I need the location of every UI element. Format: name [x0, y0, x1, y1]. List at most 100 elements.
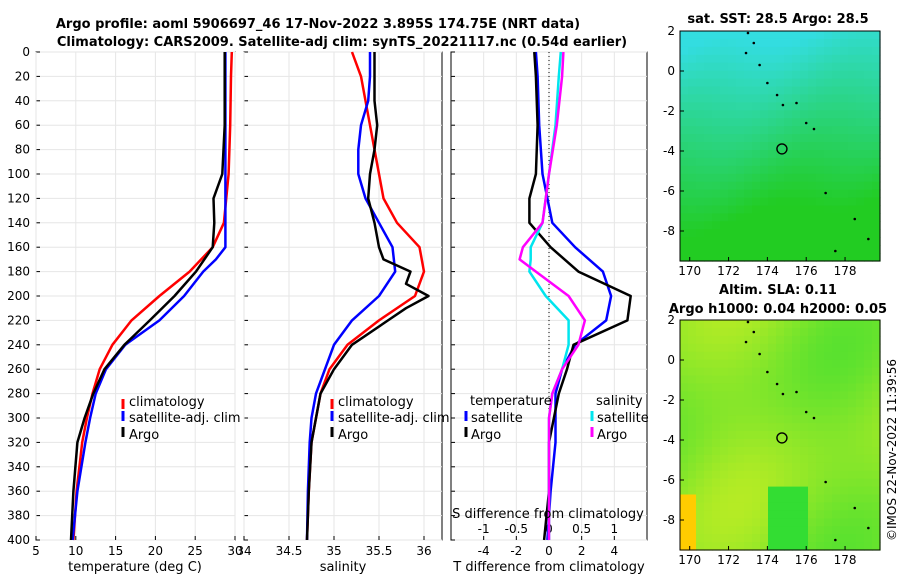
map-cell: [848, 70, 857, 80]
map-cell: [688, 213, 697, 222]
map-cell: [720, 245, 729, 254]
x-tick-label: -4: [478, 544, 490, 558]
map-cell: [744, 383, 753, 392]
map-cell: [824, 78, 833, 88]
map-cell: [872, 383, 881, 392]
map-cell: [736, 439, 745, 448]
map-cell: [872, 439, 881, 448]
map-cell: [832, 534, 841, 543]
map-cell: [816, 375, 825, 384]
map-cell: [808, 383, 817, 392]
map-cell: [784, 54, 793, 64]
map-cell: [768, 221, 777, 230]
map-cell: [728, 54, 737, 64]
map-cell: [848, 446, 857, 456]
map-cell: [832, 126, 841, 135]
sla-map-title-line2: Argo h1000: 0.04 h2000: 0.05: [669, 302, 887, 317]
map-cell: [840, 478, 849, 488]
map-cell: [720, 31, 729, 40]
map-cell: [832, 142, 841, 151]
map-cell: [728, 359, 737, 369]
map-cell: [680, 229, 689, 238]
map-cell: [704, 320, 713, 329]
map-cell: [800, 510, 809, 519]
map-cell: [704, 189, 713, 199]
map-cell: [832, 157, 841, 167]
map-cell: [872, 375, 881, 384]
map-cell: [864, 54, 873, 64]
map-cell: [792, 173, 801, 183]
legend-label-argo: Argo: [129, 428, 159, 443]
map-cell: [736, 478, 745, 488]
map-cell: [856, 31, 865, 40]
map-cell: [816, 486, 825, 496]
map-cell: [704, 526, 713, 535]
map-y-tick-label: 0: [667, 353, 675, 367]
map-cell: [848, 486, 857, 496]
map-cell: [712, 343, 721, 353]
map-cell: [808, 534, 817, 543]
map-cell: [800, 229, 809, 238]
map-cell: [816, 205, 825, 214]
map-cell: [680, 542, 689, 551]
map-cell: [840, 221, 849, 230]
map-cell: [872, 431, 881, 440]
map-cell: [688, 454, 697, 464]
map-cell: [872, 78, 881, 88]
map-cell: [752, 375, 761, 384]
map-cell: [816, 245, 825, 254]
map-cell: [728, 165, 737, 175]
map-cell: [720, 197, 729, 207]
map-cell: [728, 439, 737, 448]
map-cell: [752, 415, 761, 424]
map-cell: [696, 439, 705, 448]
map-cell: [768, 189, 777, 199]
map-cell: [808, 70, 817, 80]
map-cell: [728, 399, 737, 408]
map-cell: [784, 431, 793, 440]
map-cell: [792, 94, 801, 103]
map-cell: [864, 62, 873, 72]
map-cell: [688, 126, 697, 135]
map-cell: [680, 446, 689, 456]
map-cell: [688, 253, 697, 262]
map-cell: [720, 407, 729, 416]
map-cell: [800, 359, 809, 369]
map-cell: [728, 494, 737, 503]
map-cell: [776, 245, 785, 254]
map-cell: [776, 205, 785, 214]
map-cell: [696, 205, 705, 214]
map-cell: [808, 478, 817, 488]
map-cell: [808, 470, 817, 480]
map-cell: [736, 78, 745, 88]
map-cell: [808, 102, 817, 111]
map-cell: [744, 102, 753, 111]
map-cell: [784, 253, 793, 262]
map-cell: [720, 446, 729, 456]
island-mark: [746, 320, 750, 324]
map-cell: [736, 518, 745, 527]
map-cell: [720, 205, 729, 214]
map-cell: [760, 46, 769, 56]
map-cell: [696, 86, 705, 95]
map-cell: [872, 423, 881, 432]
map-cell: [800, 470, 809, 480]
map-cell: [776, 423, 785, 432]
map-cell: [712, 391, 721, 400]
map-cell: [816, 478, 825, 488]
map-cell: [760, 150, 769, 159]
map-cell: [768, 134, 777, 143]
map-cell: [840, 197, 849, 207]
depth-tick-label: 60: [15, 118, 30, 132]
map-cell: [776, 510, 785, 519]
map-cell: [768, 407, 777, 416]
map-cell: [752, 423, 761, 432]
depth-tick-label: 400: [7, 533, 30, 547]
depth-tick-label: 0: [22, 45, 30, 59]
map-cell: [728, 86, 737, 95]
map-cell: [856, 462, 865, 472]
map-cell: [848, 173, 857, 183]
map-cell: [696, 31, 705, 40]
map-cell: [680, 134, 689, 143]
map-cell: [832, 94, 841, 103]
